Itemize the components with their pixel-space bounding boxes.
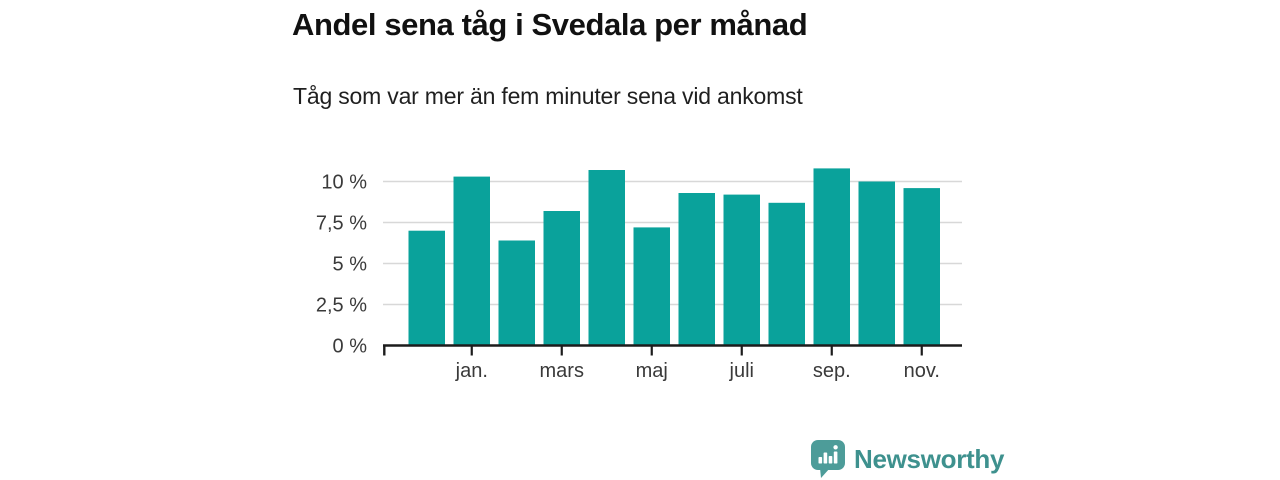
x-axis-tick-label: juli <box>729 360 754 382</box>
x-axis-tick-label: mars <box>540 360 584 382</box>
bar <box>453 176 490 346</box>
bar <box>633 227 670 346</box>
newsworthy-branding: Newsworthy <box>811 440 1004 478</box>
bar <box>498 240 535 346</box>
x-axis-tick-label: sep. <box>813 360 851 382</box>
bar <box>588 170 625 346</box>
bar <box>768 202 805 346</box>
logo-exclamation-bar <box>833 451 838 464</box>
logo-mini-bar <box>823 452 828 464</box>
y-axis-tick-label: 0 % <box>333 336 368 358</box>
logo-bubble <box>811 440 845 470</box>
newsworthy-logo-text: Newsworthy <box>854 443 1005 474</box>
y-axis-tick-label: 2,5 % <box>316 295 367 317</box>
logo-exclamation-dot <box>833 445 838 450</box>
y-axis-tick-label: 5 % <box>333 254 368 276</box>
bar <box>903 188 940 346</box>
logo-bubble-tail <box>820 468 830 478</box>
logo-mini-bar <box>818 457 823 464</box>
logo-mini-bar <box>828 456 833 464</box>
y-axis-tick-label: 7,5 % <box>316 213 367 235</box>
bar <box>813 168 850 346</box>
y-axis-tick-label: 10 % <box>321 172 367 194</box>
bar <box>408 230 445 346</box>
chart-subtitle: Tåg som var mer än fem minuter sena vid … <box>293 83 803 109</box>
x-axis-tick-label: nov. <box>904 360 940 382</box>
bar <box>723 194 760 346</box>
x-axis-tick-label: maj <box>636 360 668 382</box>
bar <box>678 193 715 346</box>
newsworthy-logo-icon <box>811 440 845 478</box>
bar <box>543 211 580 346</box>
chart-title: Andel sena tåg i Svedala per månad <box>292 7 808 42</box>
x-axis-tick-label: jan. <box>455 360 488 382</box>
bar <box>858 181 895 346</box>
